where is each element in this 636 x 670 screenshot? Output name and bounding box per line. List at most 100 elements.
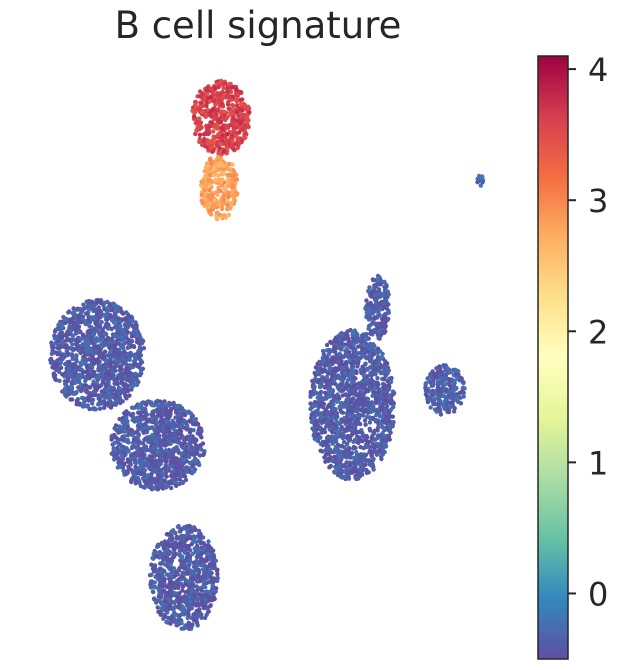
cell-point bbox=[138, 404, 143, 409]
cell-point bbox=[376, 335, 381, 340]
cell-point bbox=[187, 584, 192, 590]
cell-point bbox=[379, 299, 384, 305]
cell-point bbox=[68, 352, 74, 357]
cell-point bbox=[361, 346, 366, 352]
cell-point bbox=[109, 326, 114, 332]
cell-point bbox=[88, 315, 94, 320]
cell-point bbox=[170, 470, 175, 475]
cell-point bbox=[116, 347, 122, 352]
cell-point bbox=[352, 375, 357, 380]
cell-point bbox=[79, 336, 84, 342]
cell-point bbox=[381, 314, 387, 319]
cell-point bbox=[384, 283, 389, 288]
cell-point bbox=[84, 390, 90, 395]
cell-point bbox=[112, 435, 117, 440]
cell-point bbox=[180, 588, 185, 593]
cell-point bbox=[185, 571, 191, 576]
cell-point bbox=[67, 391, 72, 397]
cell-point bbox=[72, 391, 77, 397]
cell-point bbox=[73, 346, 79, 351]
cell-point bbox=[124, 471, 129, 476]
cell-point bbox=[135, 333, 140, 338]
cell-point bbox=[374, 412, 379, 418]
cell-point bbox=[136, 339, 141, 344]
cell-point bbox=[204, 612, 209, 618]
cell-point bbox=[90, 341, 96, 346]
cell-point bbox=[154, 469, 159, 474]
cell-point bbox=[174, 621, 179, 626]
cell-point bbox=[211, 595, 217, 600]
cell-point bbox=[136, 439, 141, 445]
cell-point bbox=[458, 401, 464, 406]
cell-point bbox=[379, 456, 384, 462]
cell-point bbox=[129, 479, 134, 484]
cell-point bbox=[456, 372, 461, 377]
cell-point bbox=[384, 370, 390, 375]
cell-point bbox=[311, 392, 316, 397]
cell-point bbox=[215, 575, 220, 581]
cell-point bbox=[202, 566, 207, 571]
cell-point bbox=[349, 470, 355, 475]
cell-point bbox=[161, 479, 167, 484]
cell-point bbox=[341, 419, 347, 424]
cell-point bbox=[104, 321, 110, 326]
cell-point bbox=[127, 393, 132, 398]
cell-point bbox=[90, 401, 95, 406]
cell-point bbox=[375, 376, 380, 381]
cell-point bbox=[346, 446, 352, 451]
cell-point bbox=[178, 461, 184, 467]
cell-point bbox=[318, 425, 323, 430]
cell-point bbox=[447, 380, 452, 386]
cell-point bbox=[364, 470, 370, 475]
cell-point bbox=[363, 437, 369, 443]
cell-point bbox=[165, 427, 171, 432]
cell-point bbox=[452, 378, 457, 383]
cell-point bbox=[319, 395, 324, 400]
cell-point bbox=[361, 452, 366, 458]
cell-point bbox=[170, 418, 175, 424]
cell-point bbox=[437, 369, 443, 375]
cell-point bbox=[374, 296, 380, 301]
cell-point bbox=[81, 400, 87, 405]
cell-point bbox=[168, 406, 174, 412]
cell-point bbox=[191, 537, 197, 543]
cell-point bbox=[370, 408, 375, 414]
cell-point bbox=[163, 462, 168, 468]
cell-point bbox=[102, 312, 107, 318]
cell-point bbox=[87, 329, 92, 335]
cell-point bbox=[156, 609, 161, 614]
cell-point bbox=[172, 585, 177, 591]
cell-point bbox=[317, 384, 323, 390]
cell-point bbox=[134, 382, 140, 387]
cell-point bbox=[196, 573, 201, 578]
cell-point bbox=[165, 455, 170, 460]
cell-point bbox=[126, 320, 132, 326]
cell-point bbox=[140, 339, 146, 344]
cell-point bbox=[112, 351, 117, 356]
cell-point bbox=[194, 450, 199, 455]
cell-point bbox=[365, 444, 370, 449]
cell-point bbox=[383, 397, 388, 402]
cell-point bbox=[130, 413, 135, 419]
cell-point bbox=[88, 335, 94, 340]
cell-point bbox=[349, 407, 354, 412]
cell-point bbox=[321, 351, 326, 357]
cell-point bbox=[68, 317, 74, 322]
cell-point bbox=[202, 604, 207, 609]
cell-point bbox=[181, 445, 186, 451]
cell-point bbox=[55, 339, 60, 344]
cell-point bbox=[369, 294, 374, 299]
cell-point bbox=[98, 364, 103, 369]
cell-point bbox=[148, 582, 153, 587]
cell-point bbox=[96, 384, 102, 389]
cell-point bbox=[112, 333, 118, 339]
cell-point bbox=[143, 407, 148, 412]
cell-point bbox=[49, 351, 55, 356]
cell-point bbox=[316, 379, 321, 385]
cell-point bbox=[125, 388, 131, 394]
cell-point bbox=[334, 419, 339, 424]
cell-point bbox=[103, 383, 109, 388]
cell-point bbox=[331, 402, 336, 407]
cell-point bbox=[356, 351, 362, 356]
cell-point bbox=[328, 378, 333, 383]
